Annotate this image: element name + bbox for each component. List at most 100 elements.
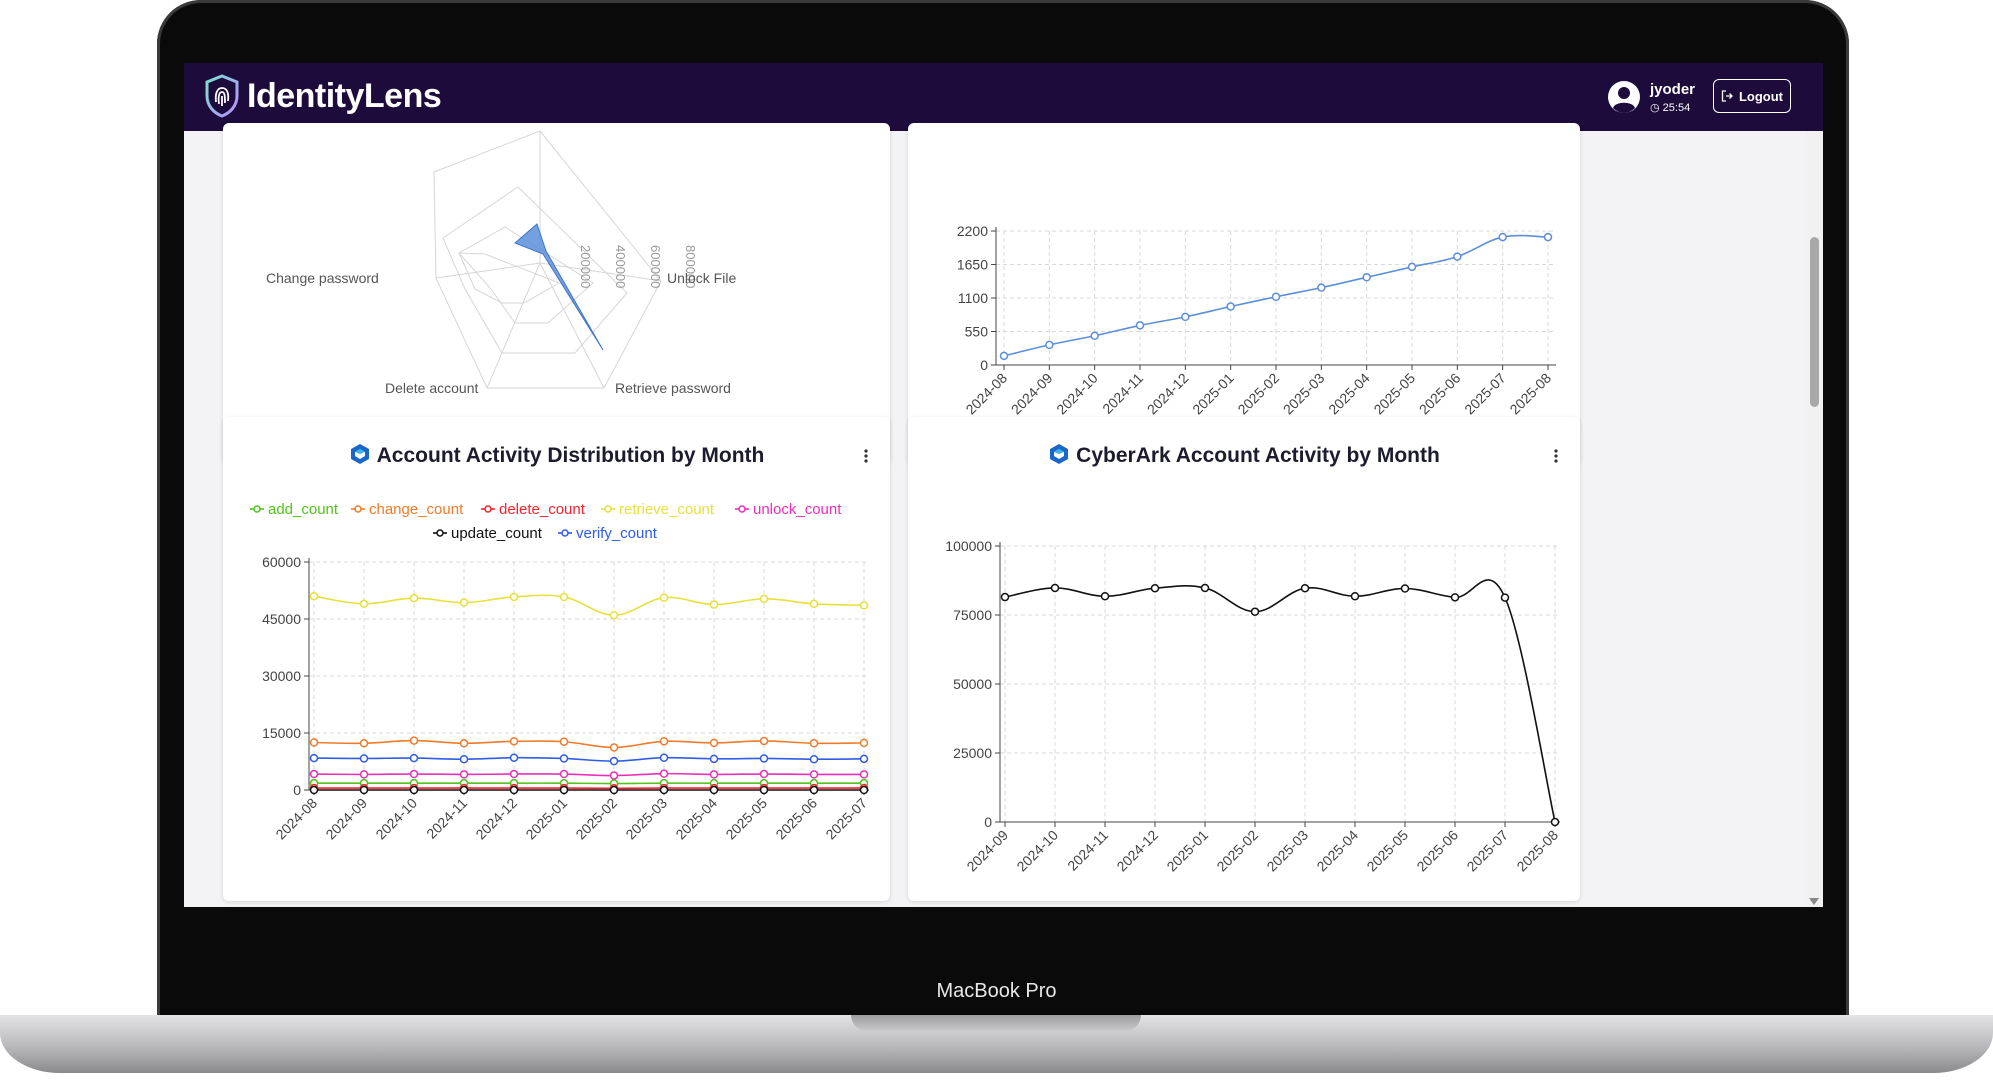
series-line <box>1004 579 1556 823</box>
data-point <box>659 769 669 778</box>
brand-name[interactable]: IdentityLens <box>247 77 442 115</box>
scrollbar-thumb[interactable] <box>1810 237 1819 407</box>
radial-tick-label: 400000 <box>613 245 628 288</box>
legend-label: retrieve_count <box>619 501 715 518</box>
data-point <box>709 770 719 779</box>
more-options-icon[interactable] <box>863 447 869 465</box>
data-point <box>509 737 519 746</box>
y-tick-label: 0 <box>980 357 988 373</box>
data-point <box>859 770 869 779</box>
data-point <box>609 743 619 752</box>
data-point <box>459 598 469 607</box>
x-tick-label: 2025-08 <box>1506 370 1554 418</box>
activity-card-title-text: Account Activity Distribution by Month <box>376 444 765 467</box>
data-point <box>759 736 769 746</box>
x-tick-label: 2025-07 <box>1463 827 1511 875</box>
data-point <box>1181 312 1190 322</box>
radar-chart-card: 200000 400000 600000 800000 Change passw… <box>223 123 890 465</box>
y-tick-label: 15000 <box>262 725 301 741</box>
data-point <box>709 738 719 748</box>
data-point <box>459 785 469 795</box>
series-line <box>313 739 865 749</box>
data-point <box>309 591 319 601</box>
legend-marker-dot <box>561 529 569 537</box>
legend-label: verify_count <box>576 525 658 542</box>
data-point <box>609 610 619 620</box>
data-point <box>309 785 319 795</box>
scroll-down-arrow-icon[interactable] <box>1809 898 1819 905</box>
radar-label: Retrieve password <box>615 380 731 396</box>
data-point <box>859 738 869 748</box>
legend-marker-dot <box>604 505 612 513</box>
data-point <box>559 769 569 779</box>
x-tick-label: 2025-05 <box>722 795 770 843</box>
radar-ring <box>442 186 628 354</box>
legend-label: change_count <box>369 501 464 518</box>
data-point <box>809 754 819 764</box>
y-tick-label: 1650 <box>957 257 988 273</box>
data-point <box>1090 331 1099 341</box>
x-tick-label: 2025-05 <box>1370 370 1418 418</box>
logout-icon <box>1721 90 1733 102</box>
data-point <box>659 785 669 795</box>
data-point <box>609 756 619 766</box>
data-point <box>359 770 369 779</box>
logout-button[interactable]: Logout <box>1713 79 1791 113</box>
data-point <box>1226 302 1235 311</box>
data-point <box>1350 591 1360 601</box>
username: jyoder <box>1650 81 1696 98</box>
x-tick-label: 2025-08 <box>1513 827 1561 875</box>
x-tick-label: 2025-06 <box>772 795 820 843</box>
y-tick-label: 0 <box>984 814 992 830</box>
radial-tick-label: 600000 <box>648 245 663 288</box>
x-tick-label: 2024-12 <box>1113 827 1161 875</box>
radar-grid <box>433 130 662 389</box>
data-point <box>309 753 319 763</box>
data-point <box>659 737 669 746</box>
data-point <box>809 770 819 779</box>
x-tick-label: 2024-11 <box>1099 370 1146 417</box>
data-point <box>759 769 769 779</box>
more-options-icon[interactable] <box>1553 447 1559 465</box>
x-tick-label: 2025-04 <box>1313 827 1361 875</box>
data-point <box>509 592 519 602</box>
y-tick-label: 1100 <box>958 290 988 306</box>
data-point <box>559 785 569 795</box>
data-point <box>1550 817 1560 827</box>
data-point <box>359 785 369 795</box>
data-point <box>309 769 319 779</box>
data-point <box>709 600 719 609</box>
data-point <box>999 351 1009 361</box>
series-line <box>313 772 865 777</box>
radial-tick-label: 800000 <box>683 245 698 288</box>
data-point <box>559 737 569 746</box>
data-point <box>409 753 419 763</box>
data-point <box>1135 321 1145 330</box>
radar-label: Change password <box>266 270 379 286</box>
radar-axis <box>435 262 541 279</box>
x-tick-label: 2025-06 <box>1413 827 1461 875</box>
data-point <box>809 739 819 748</box>
data-point <box>1050 583 1060 593</box>
x-tick-label: 2024-10 <box>1013 827 1061 875</box>
data-point <box>609 785 619 795</box>
x-tick-label: 2024-12 <box>1144 370 1192 418</box>
data-point <box>1317 283 1326 292</box>
data-point <box>1200 583 1210 593</box>
x-tick-label: 2024-12 <box>472 795 520 843</box>
user-avatar-icon[interactable] <box>1607 80 1641 114</box>
radar-label: Unlock File <box>667 270 736 286</box>
data-point <box>409 593 419 603</box>
x-tick-label: 2025-06 <box>1416 370 1464 418</box>
x-tick-label: 2025-05 <box>1363 827 1411 875</box>
y-tick-label: 25000 <box>953 745 992 761</box>
page-scrollbar[interactable] <box>1806 131 1823 907</box>
data-point <box>1045 340 1054 350</box>
legend-marker-dot <box>253 505 261 513</box>
x-tick-label: 2025-01 <box>1189 370 1237 418</box>
x-tick-label: 2025-07 <box>822 795 870 843</box>
x-tick-label: 2025-03 <box>1263 827 1311 875</box>
x-tick-label: 2024-08 <box>272 795 320 843</box>
data-point <box>1498 232 1507 242</box>
activity-card-title: Account Activity Distribution by Month <box>223 443 890 468</box>
